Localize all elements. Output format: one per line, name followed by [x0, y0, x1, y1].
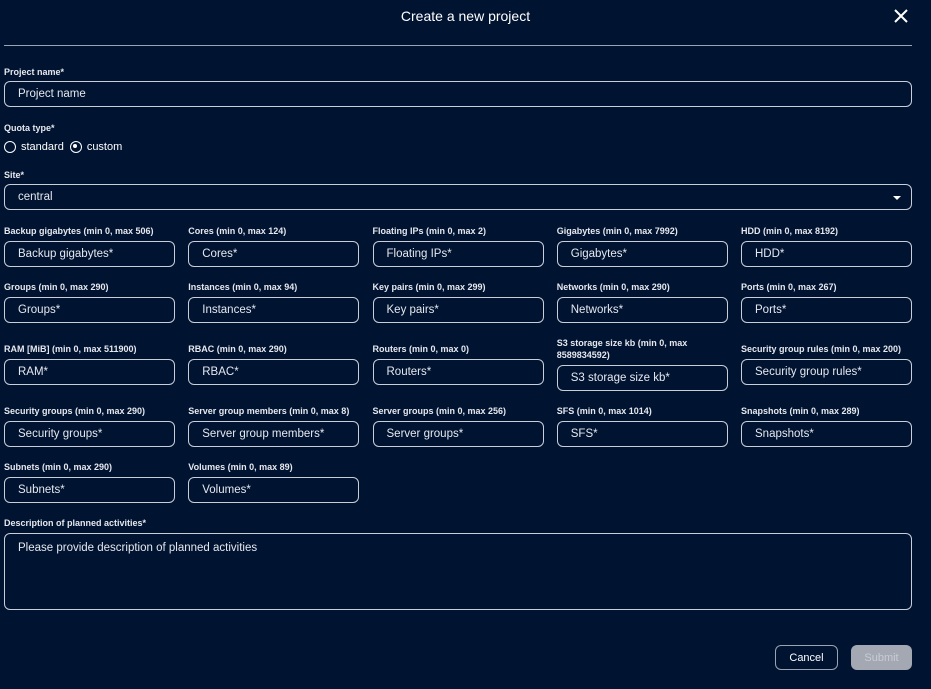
radio-custom[interactable] [69, 140, 82, 153]
quota-row: Security groups (min 0, max 290) Security… [4, 405, 912, 447]
quota-field: Floating IPs (min 0, max 2) Floating IPs* [372, 225, 544, 267]
site-select[interactable]: central [4, 184, 912, 210]
quota-label: Networks (min 0, max 290) [556, 282, 670, 292]
description-textarea[interactable]: Please provide description of planned ac… [4, 533, 912, 610]
quota-label: Security groups (min 0, max 290) [4, 406, 146, 416]
quota-label: Floating IPs (min 0, max 2) [372, 226, 487, 236]
quota-label: Snapshots (min 0, max 289) [741, 406, 860, 416]
quota-field: Ports (min 0, max 267) Ports* [741, 281, 912, 323]
quota-input[interactable]: Key pairs* [372, 297, 544, 323]
quota-field: RAM [MiB] (min 0, max 511900) RAM* [4, 343, 175, 385]
quota-field: Security group rules (min 0, max 200) Sec… [741, 343, 912, 385]
quota-input[interactable]: Gigabytes* [556, 241, 728, 267]
quota-field: Snapshots (min 0, max 289) Snapshots* [741, 405, 912, 447]
quota-field: Routers (min 0, max 0) Routers* [372, 343, 544, 385]
quota-field: Server groups (min 0, max 256) Server gro… [372, 405, 544, 447]
radio-standard[interactable] [4, 140, 16, 153]
quota-input[interactable]: Security group rules* [741, 359, 912, 385]
quota-row: Groups (min 0, max 290) Groups* Instances … [4, 281, 912, 323]
quota-input[interactable]: Server groups* [372, 421, 544, 447]
quota-row: RAM [MiB] (min 0, max 511900) RAM* RBAC (m… [4, 337, 912, 391]
quota-input[interactable]: SFS* [556, 421, 728, 447]
quota-label: Server group members (min 0, max 8) [188, 406, 350, 416]
quota-label: Gigabytes (min 0, max 7992) [556, 226, 678, 236]
quota-input[interactable]: Networks* [556, 297, 728, 323]
quota-input[interactable]: Groups* [4, 297, 175, 323]
quota-label: Ports (min 0, max 267) [741, 282, 837, 292]
quota-field: SFS (min 0, max 1014) SFS* [556, 405, 728, 447]
project-name-label: Project name* [4, 67, 65, 77]
quota-input[interactable]: Server group members* [188, 421, 360, 447]
close-icon[interactable] [892, 7, 910, 25]
quota-input[interactable]: Security groups* [4, 421, 175, 447]
quota-label: Instances (min 0, max 94) [188, 282, 298, 292]
quota-label: Key pairs (min 0, max 299) [372, 282, 486, 292]
quota-label: S3 storage size kb (min 0, max 858983459… [556, 338, 688, 360]
quota-field: Gigabytes (min 0, max 7992) Gigabytes* [556, 225, 728, 267]
quota-field: Server group members (min 0, max 8) Serve… [188, 405, 360, 447]
quota-type-label: Quota type* [4, 123, 55, 133]
quota-field: RBAC (min 0, max 290) RBAC* [188, 343, 360, 385]
quota-row: Backup gigabytes (min 0, max 506) Backup … [4, 225, 912, 267]
quota-field: Key pairs (min 0, max 299) Key pairs* [372, 281, 544, 323]
quota-field: Backup gigabytes (min 0, max 506) Backup … [4, 225, 175, 267]
quota-label: Security group rules (min 0, max 200) [741, 344, 902, 354]
radio-standard-label[interactable]: standard [21, 140, 64, 153]
quota-label: RAM [MiB] (min 0, max 511900) [4, 344, 137, 354]
quota-type-radio-group: standard custom [4, 138, 128, 156]
cancel-button[interactable]: Cancel [775, 645, 838, 670]
quota-label: Server groups (min 0, max 256) [372, 406, 507, 416]
quota-input[interactable]: RAM* [4, 359, 175, 385]
quota-input[interactable]: Cores* [188, 241, 360, 267]
quota-input[interactable]: Snapshots* [741, 421, 912, 447]
quota-field: Groups (min 0, max 290) Groups* [4, 281, 175, 323]
quota-input[interactable]: Routers* [372, 359, 544, 385]
quota-input[interactable]: HDD* [741, 241, 912, 267]
quota-label: Backup gigabytes (min 0, max 506) [4, 226, 154, 236]
quota-input[interactable]: Instances* [188, 297, 360, 323]
quota-field: Subnets (min 0, max 290) Subnets* [4, 461, 175, 503]
quota-input[interactable]: Backup gigabytes* [4, 241, 175, 267]
quota-field: Instances (min 0, max 94) Instances* [188, 281, 360, 323]
quota-label: Cores (min 0, max 124) [188, 226, 287, 236]
quota-field: Cores (min 0, max 124) Cores* [188, 225, 360, 267]
quota-input[interactable]: Volumes* [188, 477, 360, 503]
quota-label: Volumes (min 0, max 89) [188, 462, 293, 472]
quota-field: Security groups (min 0, max 290) Security… [4, 405, 175, 447]
site-label: Site* [4, 170, 25, 180]
quota-label: SFS (min 0, max 1014) [556, 406, 652, 416]
quota-input[interactable]: RBAC* [188, 359, 360, 385]
quota-input[interactable]: Subnets* [4, 477, 175, 503]
quota-label: Routers (min 0, max 0) [372, 344, 470, 354]
dialog-title: Create a new project [400, 8, 531, 24]
header-divider [4, 45, 912, 46]
quota-field: Volumes (min 0, max 89) Volumes* [188, 461, 360, 503]
dropdown-caret-icon [893, 196, 901, 200]
site-value: central [18, 191, 53, 203]
quota-input[interactable]: S3 storage size kb* [556, 365, 728, 391]
quota-label: Groups (min 0, max 290) [4, 282, 109, 292]
submit-button[interactable]: Submit [851, 645, 912, 670]
quota-label: Subnets (min 0, max 290) [4, 462, 113, 472]
quota-label: RBAC (min 0, max 290) [188, 344, 287, 354]
radio-custom-label[interactable]: custom [86, 140, 123, 153]
quota-input[interactable]: Floating IPs* [372, 241, 544, 267]
quota-row: Subnets (min 0, max 290) Subnets* Volumes … [4, 461, 912, 503]
quota-field: Networks (min 0, max 290) Networks* [556, 281, 728, 323]
quota-field: S3 storage size kb (min 0, max 858983459… [556, 337, 728, 391]
quota-input[interactable]: Ports* [741, 297, 912, 323]
project-name-input[interactable]: Project name [4, 81, 912, 107]
quota-label: HDD (min 0, max 8192) [741, 226, 839, 236]
description-label: Description of planned activities* [4, 518, 147, 528]
quota-field: HDD (min 0, max 8192) HDD* [741, 225, 912, 267]
